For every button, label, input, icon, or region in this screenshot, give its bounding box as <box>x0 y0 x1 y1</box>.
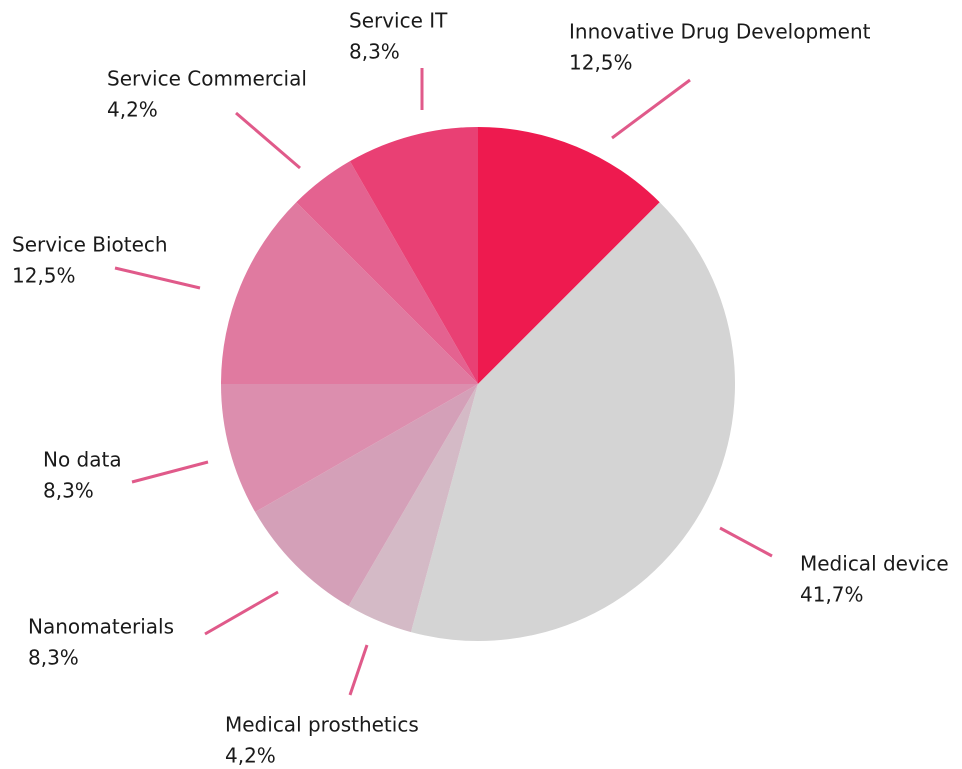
slice-label: Medical prosthetics <box>225 713 419 737</box>
slice-label: Service Biotech <box>12 233 168 257</box>
leader-line <box>719 526 773 558</box>
pie-slice <box>296 161 478 384</box>
pie-slice <box>348 384 478 633</box>
pie-slice <box>478 127 660 384</box>
slice-value-label: 4,2% <box>225 744 276 768</box>
slice-value-label: 41,7% <box>800 583 864 607</box>
slice-label: Medical device <box>800 552 949 576</box>
slice-value-label: 8,3% <box>43 479 94 503</box>
leader-line <box>204 590 279 636</box>
leader-line <box>235 111 301 170</box>
leader-line <box>114 266 201 290</box>
leader-line <box>131 460 209 484</box>
slice-value-label: 12,5% <box>12 264 76 288</box>
pie-slice <box>221 384 478 513</box>
slice-label: No data <box>43 448 122 472</box>
slice-label: Service IT <box>349 9 448 33</box>
leader-line <box>348 644 369 696</box>
slice-value-label: 8,3% <box>28 646 79 670</box>
leader-line <box>611 78 691 140</box>
pie-slice <box>221 202 478 384</box>
slice-value-label: 4,2% <box>107 98 158 122</box>
pie-slice <box>349 127 478 384</box>
slice-value-label: 8,3% <box>349 40 400 64</box>
pie-slice <box>255 384 478 607</box>
slice-label: Nanomaterials <box>28 615 174 639</box>
slice-label: Service Commercial <box>107 67 307 91</box>
pie-slice <box>410 202 735 641</box>
slice-label: Innovative Drug Development <box>569 20 871 44</box>
slice-value-label: 12,5% <box>569 51 633 75</box>
